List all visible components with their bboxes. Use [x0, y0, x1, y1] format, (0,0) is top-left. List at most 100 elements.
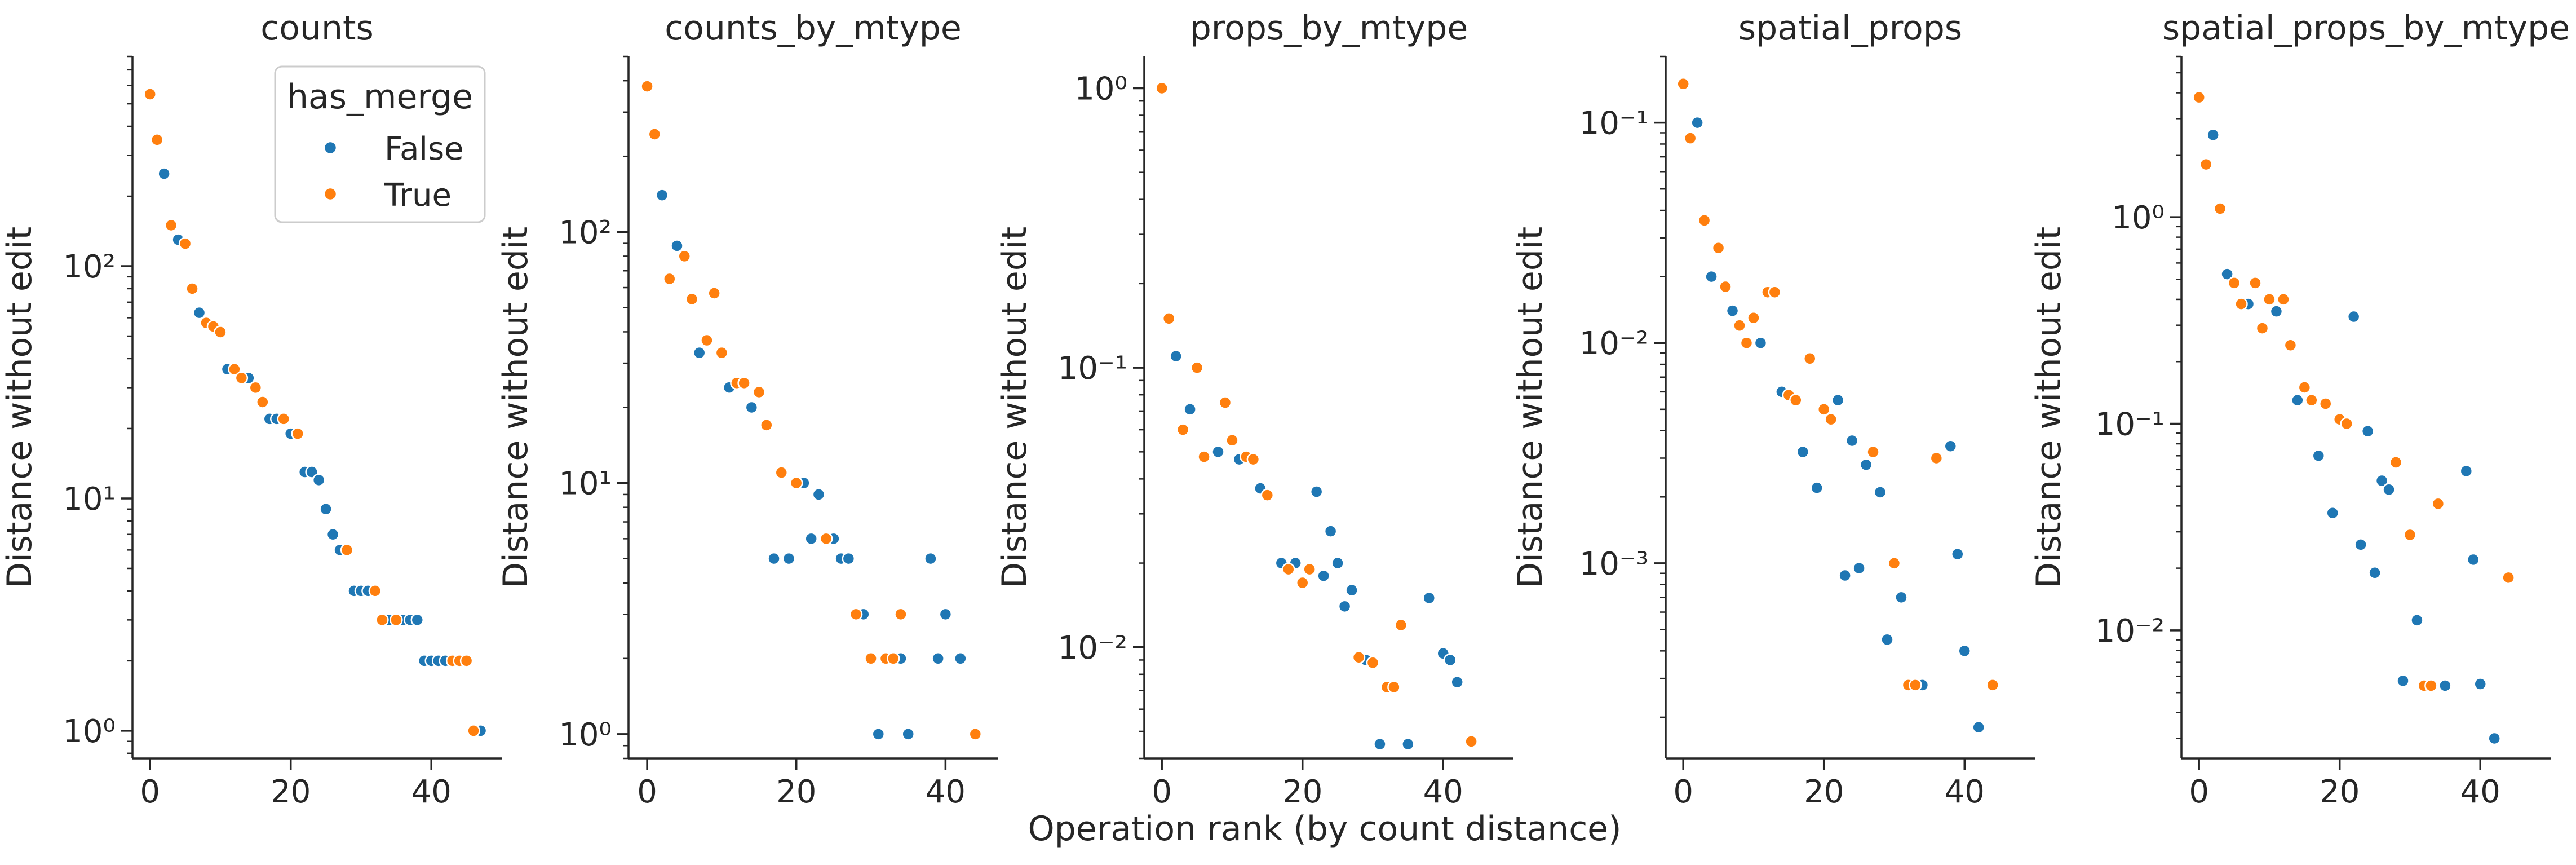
- data-point-false: [670, 239, 684, 253]
- data-point-true: [1683, 131, 1697, 145]
- data-point-false: [782, 551, 796, 566]
- data-point-true: [894, 607, 908, 621]
- data-point-false: [767, 551, 781, 566]
- data-point-false: [2361, 425, 2375, 438]
- data-point-true: [1711, 241, 1725, 255]
- data-point-false: [804, 532, 818, 546]
- data-point-true: [760, 418, 773, 432]
- y-tick-label: 10⁰: [63, 713, 116, 750]
- data-point-true: [2340, 417, 2353, 431]
- data-point-false: [745, 400, 759, 414]
- data-point-true: [1394, 618, 1408, 632]
- data-point-true: [234, 371, 249, 385]
- data-point-false: [2396, 674, 2410, 688]
- y-axis-label: Distance without edit: [496, 227, 535, 588]
- y-tick-label: 10²: [63, 249, 116, 285]
- data-point-true: [2389, 456, 2403, 469]
- x-tick-label: 40: [1945, 774, 1985, 810]
- legend: has_merge False True: [274, 65, 486, 223]
- x-tick-label: 40: [411, 774, 452, 810]
- data-point-true: [648, 127, 662, 141]
- data-point-false: [1895, 590, 1908, 604]
- y-tick-label: 10⁰: [1074, 70, 1127, 107]
- data-point-true: [2403, 528, 2417, 542]
- y-tick-label: 10¹: [559, 466, 612, 502]
- data-point-true: [1176, 423, 1190, 436]
- panel-counts: 10⁰ 10¹ 10² 0 20 40 counts Distance without edi…: [0, 8, 502, 810]
- data-point-true: [968, 727, 982, 741]
- data-point-false: [842, 551, 856, 566]
- data-point-true: [2277, 293, 2290, 306]
- data-point-false: [2354, 538, 2367, 551]
- x-tick-label: 0: [1673, 774, 1693, 810]
- data-point-false: [871, 727, 886, 741]
- data-point-true: [1260, 488, 1274, 502]
- y-tick-label: 10⁻¹: [1579, 105, 1649, 142]
- x-tick-label: 20: [271, 774, 311, 810]
- data-point-false: [2347, 310, 2361, 324]
- data-point-false: [2375, 474, 2389, 488]
- data-point-true: [2213, 202, 2227, 215]
- data-point-false: [319, 502, 333, 516]
- data-point-false: [2220, 267, 2234, 281]
- x-tick-label: 20: [1282, 774, 1322, 810]
- data-point-false: [1317, 569, 1330, 582]
- data-point-true: [1218, 396, 1232, 409]
- data-point-false: [2473, 677, 2487, 691]
- data-point-true: [1464, 735, 1478, 748]
- data-point-false: [954, 652, 967, 665]
- data-point-true: [1352, 650, 1366, 664]
- data-point-true: [390, 613, 403, 627]
- data-point-true: [1803, 352, 1817, 365]
- data-point-false: [1852, 561, 1866, 575]
- panel-title: counts_by_mtype: [665, 8, 962, 48]
- data-point-true: [1387, 680, 1401, 694]
- y-tick-label: 10⁻¹: [2095, 407, 2165, 443]
- data-point-false: [312, 473, 326, 487]
- data-point-false: [1859, 458, 1873, 471]
- data-point-true: [1197, 450, 1211, 464]
- data-point-true: [185, 282, 199, 295]
- data-point-false: [2410, 614, 2424, 627]
- data-point-true: [1303, 562, 1316, 576]
- data-point-true: [1740, 336, 1754, 350]
- data-point-true: [774, 466, 789, 479]
- data-point-false: [931, 652, 945, 665]
- data-point-true: [2298, 381, 2312, 394]
- data-point-true: [819, 532, 833, 546]
- data-point-false: [2312, 449, 2326, 463]
- data-point-false: [1754, 336, 1768, 350]
- data-point-true: [1676, 77, 1690, 91]
- data-point-false: [1211, 445, 1225, 459]
- y-axis-label: Distance without edit: [2029, 227, 2069, 588]
- data-point-false: [1443, 653, 1457, 667]
- data-point-true: [1929, 451, 1944, 465]
- x-tick-label: 40: [1423, 774, 1463, 810]
- y-tick-label: 10²: [559, 214, 612, 251]
- data-point-true: [2424, 679, 2438, 692]
- data-point-false: [1373, 737, 1387, 751]
- data-point-false: [1873, 486, 1887, 499]
- data-point-true: [340, 543, 354, 557]
- panel-spatial-props-by-mtype: 10⁻² 10⁻¹ 10⁰ 0 20 40 spatial_props_by_mtype Di…: [2029, 8, 2570, 810]
- y-tick-label: 10¹: [63, 481, 116, 518]
- legend-frame: [274, 65, 486, 223]
- data-point-true: [150, 133, 164, 147]
- panel-props-by-mtype: 10⁻² 10⁻¹ 10⁰ 0 20 40 props_by_mtype Distance w…: [995, 8, 1513, 810]
- y-axis-label: Distance without edit: [1511, 227, 1550, 588]
- data-point-true: [1719, 280, 1732, 294]
- data-point-true: [2255, 321, 2269, 335]
- y-tick-label: 10⁻²: [1579, 325, 1649, 362]
- data-point-false: [812, 488, 826, 501]
- data-point-false: [2291, 394, 2304, 407]
- panel-title: spatial_props: [1738, 8, 1962, 48]
- data-point-true: [1155, 81, 1169, 95]
- data-point-true: [277, 412, 290, 426]
- data-point-true: [2192, 90, 2206, 104]
- data-point-true: [715, 346, 729, 360]
- data-point-false: [1880, 633, 1894, 647]
- data-point-false: [1331, 556, 1344, 570]
- y-tick-label: 10⁻²: [2095, 613, 2165, 650]
- data-point-false: [924, 551, 937, 566]
